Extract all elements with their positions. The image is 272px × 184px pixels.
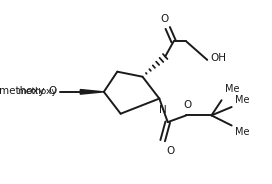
Text: Me: Me — [225, 84, 239, 93]
Text: N: N — [159, 105, 166, 115]
Text: Me: Me — [235, 127, 249, 137]
Text: O: O — [48, 86, 57, 96]
Text: OH: OH — [211, 53, 227, 63]
Text: methoxy: methoxy — [17, 87, 57, 96]
Text: O: O — [166, 146, 174, 156]
Text: Me: Me — [235, 95, 249, 105]
Text: O: O — [184, 100, 192, 110]
Text: methoxy: methoxy — [0, 86, 45, 96]
Polygon shape — [80, 90, 104, 94]
Text: O: O — [160, 14, 168, 24]
